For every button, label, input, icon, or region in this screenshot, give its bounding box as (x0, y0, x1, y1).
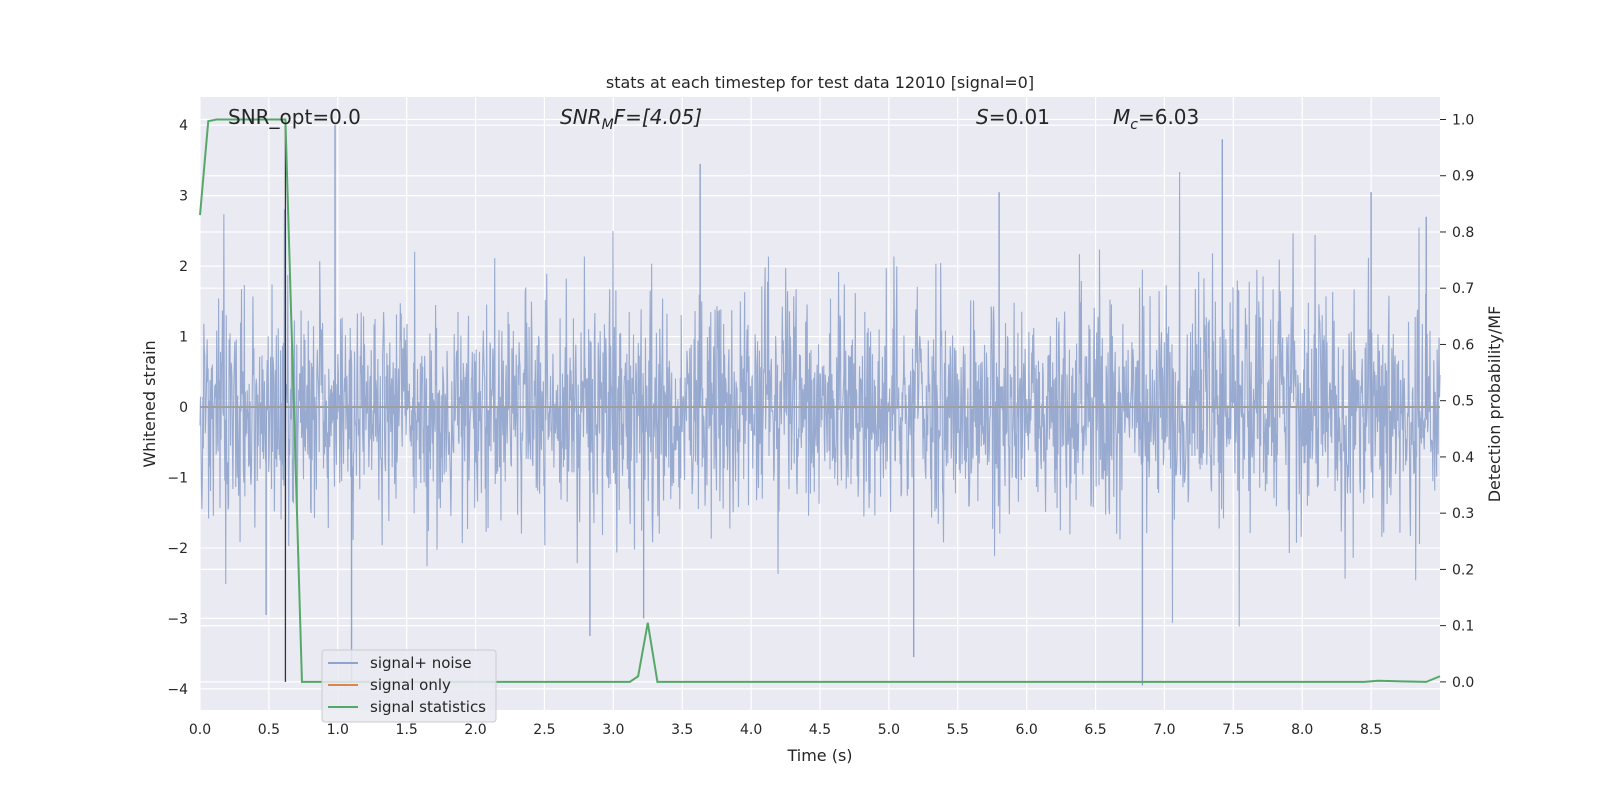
x-axis-label: Time (s) (786, 746, 852, 765)
y-tick-label: 0 (179, 400, 188, 416)
legend: signal+ noise signal only signal statist… (321, 649, 497, 723)
annotation-s-main: S (976, 105, 989, 129)
y-tick-label: −4 (167, 682, 188, 698)
x-tick-label: 0.0 (189, 722, 211, 738)
y-right-tick-label: 0.1 (1452, 619, 1474, 635)
x-tick-label: 6.5 (1084, 722, 1106, 738)
annotation-s-rest: =0.01 (989, 105, 1050, 129)
y-right-tick-label: 0.0 (1452, 675, 1474, 691)
x-tick-label: 8.0 (1291, 722, 1313, 738)
y-right-tick-label: 0.4 (1452, 450, 1474, 466)
annotation-snr-mf-sub: M (602, 117, 614, 133)
x-tick-label: 2.0 (464, 722, 486, 738)
y-tick-label: 2 (179, 259, 188, 275)
x-tick-label: 0.5 (258, 722, 280, 738)
tick-labels: 0.0 0.5 1.0 1.5 2.0 2.5 3.0 3.5 4.0 4.5 5.0 5.5 6.0 6… (167, 112, 1474, 738)
y-axis-right-label: Detection probability/MF (1485, 306, 1504, 503)
x-tick-label: 3.0 (602, 722, 624, 738)
y-tick-label: −2 (167, 541, 188, 557)
legend-box (321, 649, 497, 723)
y-tick-label: −1 (167, 470, 188, 486)
y-axis-label: Whitened strain (140, 340, 159, 467)
noise-line (199, 171, 1441, 627)
noise-series (199, 125, 1441, 686)
x-tick-label: 5.0 (878, 722, 900, 738)
y-right-tick-label: 0.3 (1452, 506, 1474, 522)
annotation-mc-rest: =6.03 (1138, 105, 1199, 129)
y-right-tick-label: 0.5 (1452, 394, 1474, 410)
y-tick-label: −3 (167, 611, 188, 627)
y-right-tick-label: 0.2 (1452, 562, 1474, 578)
annotation-mc: Mc=6.03 (1113, 105, 1199, 133)
statistics-series (199, 118, 1441, 683)
y-tick-label: 3 (179, 189, 188, 205)
statistics-line (199, 118, 1441, 683)
annotation-snr-mf: SNRMF=[4.05] (560, 105, 702, 133)
y-right-tick-label: 0.7 (1452, 281, 1474, 297)
y-right-tick-label: 0.9 (1452, 169, 1474, 185)
x-tick-label: 8.5 (1360, 722, 1382, 738)
x-tick-label: 1.5 (396, 722, 418, 738)
x-tick-label: 7.0 (1153, 722, 1175, 738)
chart-title: stats at each timestep for test data 120… (606, 73, 1034, 92)
x-tick-label: 1.0 (327, 722, 349, 738)
x-tick-label: 6.0 (1016, 722, 1038, 738)
y-right-tick-label: 0.6 (1452, 337, 1474, 353)
annotation-snr-mf-main: SNR (560, 105, 602, 129)
legend-label-signal: signal only (370, 676, 451, 694)
x-tick-label: 7.5 (1222, 722, 1244, 738)
legend-label-noise: signal+ noise (370, 654, 472, 672)
x-tick-label: 4.5 (809, 722, 831, 738)
annotation-snr-opt: SNR_opt=0.0 (228, 105, 361, 129)
annotation-s: S=0.01 (976, 105, 1050, 129)
annotation-mc-main: M (1113, 105, 1130, 129)
y-tick-label: 1 (179, 330, 188, 346)
x-tick-label: 2.5 (533, 722, 555, 738)
legend-label-statistics: signal statistics (370, 698, 486, 716)
y-right-tick-label: 1.0 (1452, 112, 1474, 128)
x-tick-label: 3.5 (671, 722, 693, 738)
y-tick-label: 4 (179, 118, 188, 134)
y-right-tick-label: 0.8 (1452, 225, 1474, 241)
x-tick-label: 5.5 (947, 722, 969, 738)
annotation-mc-sub: c (1130, 117, 1138, 133)
x-tick-label: 4.0 (740, 722, 762, 738)
annotation-snr-mf-rest: F=[4.05] (614, 105, 702, 129)
